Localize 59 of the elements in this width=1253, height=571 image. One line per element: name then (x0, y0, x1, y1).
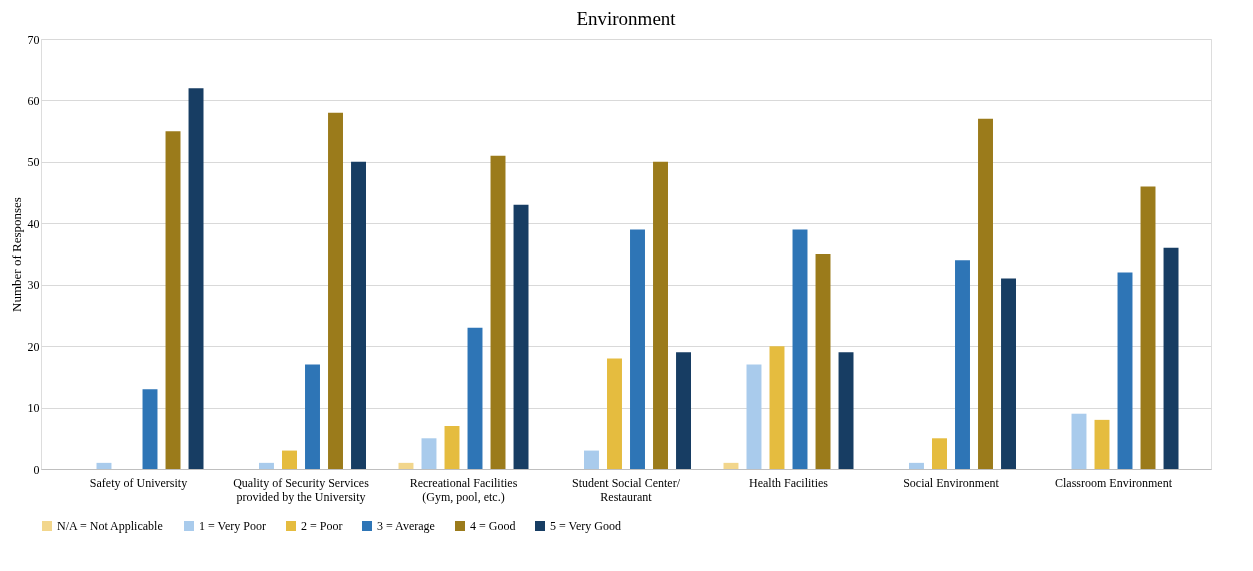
x-tick-label: Recreational Facilities (Gym, pool, etc.) (409, 475, 518, 504)
bar (398, 462, 414, 469)
legend-label: 2 = Poor (301, 519, 343, 533)
y-axis-title: Number of Responses (8, 197, 24, 312)
bar (838, 352, 854, 469)
bar (1117, 272, 1133, 469)
bar (978, 118, 993, 469)
bar (746, 364, 762, 469)
legend-label: 5 = Very Good (550, 519, 621, 533)
bar (467, 327, 483, 469)
bar (328, 112, 343, 469)
y-tick-label: 60 (27, 93, 40, 108)
bar (815, 254, 831, 469)
bar (490, 155, 506, 469)
y-tick-label: 50 (27, 155, 40, 170)
bar (584, 450, 599, 469)
bar (955, 260, 970, 469)
bar (305, 364, 320, 469)
y-tick-label: 10 (27, 401, 40, 416)
y-tick-label: 30 (27, 278, 40, 293)
bar (932, 438, 947, 469)
bar (444, 426, 460, 469)
y-tick-label: 0 (33, 462, 40, 477)
y-tick-label: 70 (27, 32, 40, 47)
y-tick-label: 20 (27, 339, 40, 354)
x-tick-label: Safety of University (89, 475, 188, 490)
bar (1163, 247, 1179, 469)
bar (259, 462, 274, 469)
chart-title: Environment (576, 8, 677, 29)
bar (769, 346, 785, 469)
bar (96, 462, 112, 469)
bar (142, 389, 158, 469)
x-tick-label: Quality of Security Services provided by the University (233, 475, 370, 504)
bar (723, 462, 739, 469)
legend-label: 1 = Very Poor (199, 519, 266, 533)
y-tick-label: 40 (27, 216, 40, 231)
bar (351, 161, 366, 469)
x-tick-label: Health Facilities (749, 475, 829, 490)
bar (421, 438, 437, 469)
x-tick-label: Social Environment (903, 475, 1000, 490)
bar (165, 131, 181, 469)
bar (1001, 278, 1016, 469)
bar (513, 204, 529, 469)
bar (1071, 413, 1087, 469)
x-tick-label: Classroom Environment (1055, 475, 1173, 490)
bar (653, 161, 668, 469)
legend-label: 4 = Good (470, 519, 516, 533)
x-tick-label: Student Social Center/ Restaurant (572, 475, 681, 504)
bar (909, 462, 924, 469)
bar (1094, 419, 1110, 469)
bar (607, 358, 622, 469)
bar (630, 229, 645, 469)
legend-label: 3 = Average (377, 519, 435, 533)
bar (792, 229, 808, 469)
bar (676, 352, 691, 469)
bar (188, 88, 204, 469)
legend-label: N/A = Not Applicable (57, 519, 163, 533)
bar (282, 450, 297, 469)
bar (1140, 186, 1156, 469)
